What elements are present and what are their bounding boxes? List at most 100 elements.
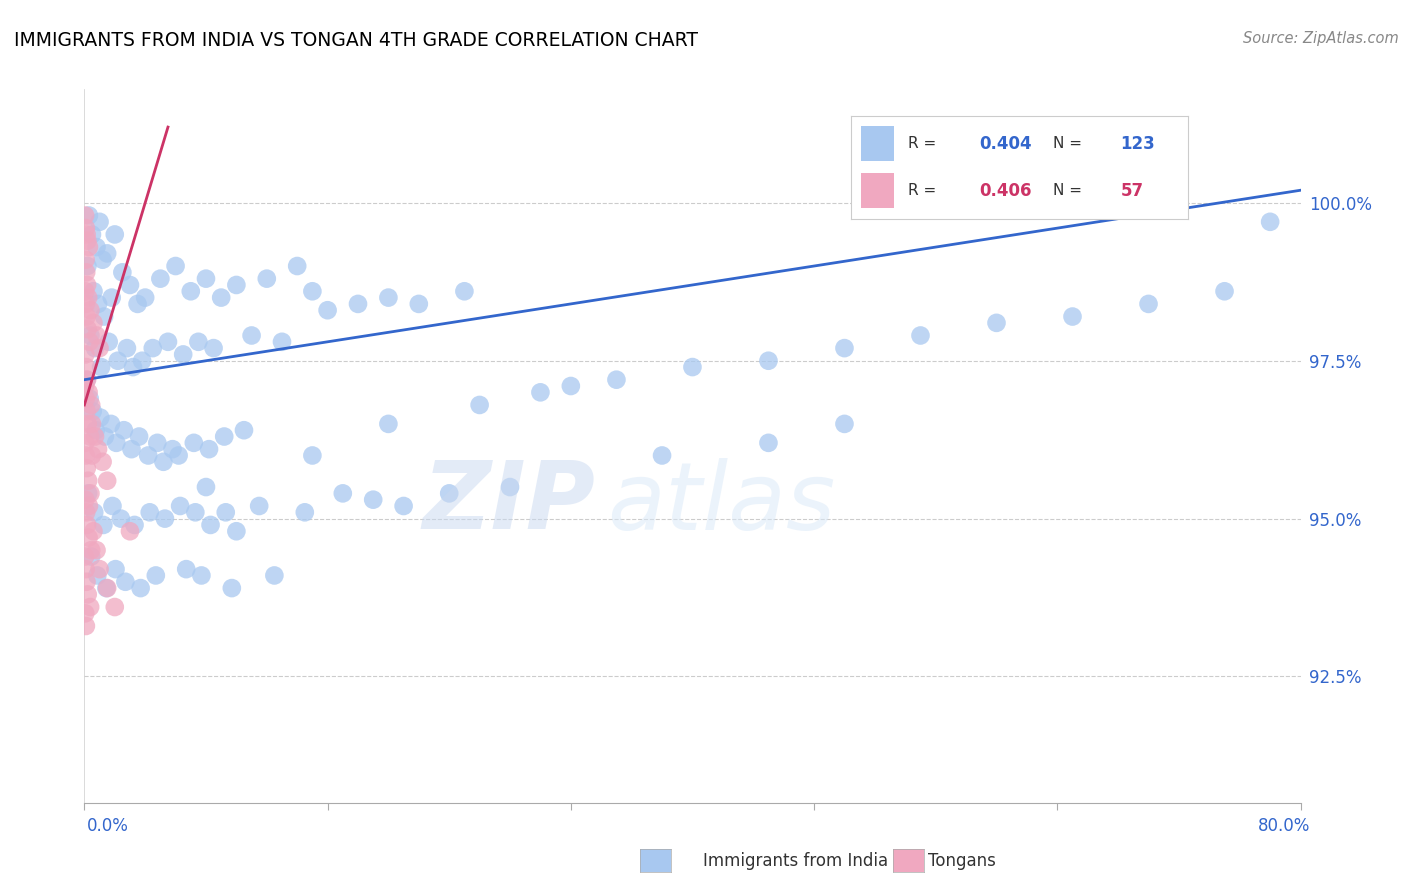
Point <box>122 360 145 375</box>
Bar <box>860 126 894 161</box>
Point <box>301 449 323 463</box>
Point <box>169 499 191 513</box>
Point <box>76 310 98 324</box>
Point <box>215 505 238 519</box>
Point <box>89 341 111 355</box>
Point <box>82 404 104 418</box>
Point <box>82 285 104 299</box>
Point <box>93 310 115 324</box>
Point <box>316 303 339 318</box>
Point <box>212 429 235 443</box>
Point <box>91 252 114 267</box>
Point <box>187 334 209 349</box>
Point <box>453 285 475 299</box>
Point <box>285 259 308 273</box>
Point <box>77 385 100 400</box>
Point <box>115 341 138 355</box>
Point <box>1258 215 1281 229</box>
Text: R =: R = <box>908 184 941 198</box>
Point <box>90 360 112 375</box>
Point <box>121 442 143 457</box>
Point <box>82 316 104 330</box>
Point <box>75 449 97 463</box>
Point <box>361 492 384 507</box>
Point <box>79 486 101 500</box>
Point <box>79 392 101 406</box>
Point <box>80 549 103 564</box>
Point <box>75 562 97 576</box>
Text: 0.404: 0.404 <box>979 135 1032 153</box>
Point <box>1137 297 1160 311</box>
Text: IMMIGRANTS FROM INDIA VS TONGAN 4TH GRADE CORRELATION CHART: IMMIGRANTS FROM INDIA VS TONGAN 4TH GRAD… <box>14 31 697 50</box>
Point <box>104 227 127 242</box>
Point <box>91 455 114 469</box>
Point <box>104 562 127 576</box>
Point <box>75 360 97 375</box>
Point <box>76 234 98 248</box>
Point <box>167 449 190 463</box>
Text: R =: R = <box>908 136 941 151</box>
Point <box>910 328 932 343</box>
Point <box>111 265 134 279</box>
Point <box>247 499 270 513</box>
Point <box>605 373 627 387</box>
Point <box>225 524 247 539</box>
Point <box>180 285 202 299</box>
Point <box>76 517 98 532</box>
Point <box>86 568 108 582</box>
Point <box>80 417 103 431</box>
Point <box>80 543 103 558</box>
Point <box>89 215 111 229</box>
Point <box>134 291 156 305</box>
Point <box>240 328 263 343</box>
Point <box>76 373 98 387</box>
Point <box>77 209 100 223</box>
Point <box>162 442 184 457</box>
Point <box>76 461 98 475</box>
Point <box>233 423 256 437</box>
Point <box>560 379 582 393</box>
Text: 123: 123 <box>1121 135 1156 153</box>
Point <box>80 398 103 412</box>
Point <box>190 568 212 582</box>
Point <box>114 574 136 589</box>
Point <box>76 259 98 273</box>
Point <box>110 511 132 525</box>
Point <box>77 240 100 254</box>
Point <box>75 549 97 564</box>
Point <box>75 379 97 393</box>
Point <box>408 297 430 311</box>
Point <box>195 271 218 285</box>
Point <box>86 240 108 254</box>
Point <box>294 505 316 519</box>
Point <box>89 562 111 576</box>
Point <box>79 429 101 443</box>
Point <box>499 480 522 494</box>
Point <box>165 259 187 273</box>
Point <box>758 353 780 368</box>
Point <box>97 334 120 349</box>
Point <box>76 404 98 418</box>
Point <box>75 252 97 267</box>
Point <box>87 442 110 457</box>
Point <box>75 435 97 450</box>
Point <box>118 277 141 292</box>
Point <box>83 505 105 519</box>
Point <box>136 449 159 463</box>
Point <box>183 435 205 450</box>
Point <box>1062 310 1084 324</box>
Point <box>75 607 97 621</box>
Point <box>75 392 97 406</box>
Text: 0.406: 0.406 <box>979 182 1032 200</box>
Point <box>209 291 232 305</box>
Point <box>75 285 97 299</box>
Point <box>87 297 110 311</box>
Point <box>76 322 98 336</box>
Point <box>301 285 323 299</box>
Point <box>75 221 97 235</box>
Point <box>86 328 108 343</box>
Bar <box>860 173 894 208</box>
Text: Source: ZipAtlas.com: Source: ZipAtlas.com <box>1243 31 1399 46</box>
Text: 0.0%: 0.0% <box>87 817 129 835</box>
Point <box>84 341 107 355</box>
